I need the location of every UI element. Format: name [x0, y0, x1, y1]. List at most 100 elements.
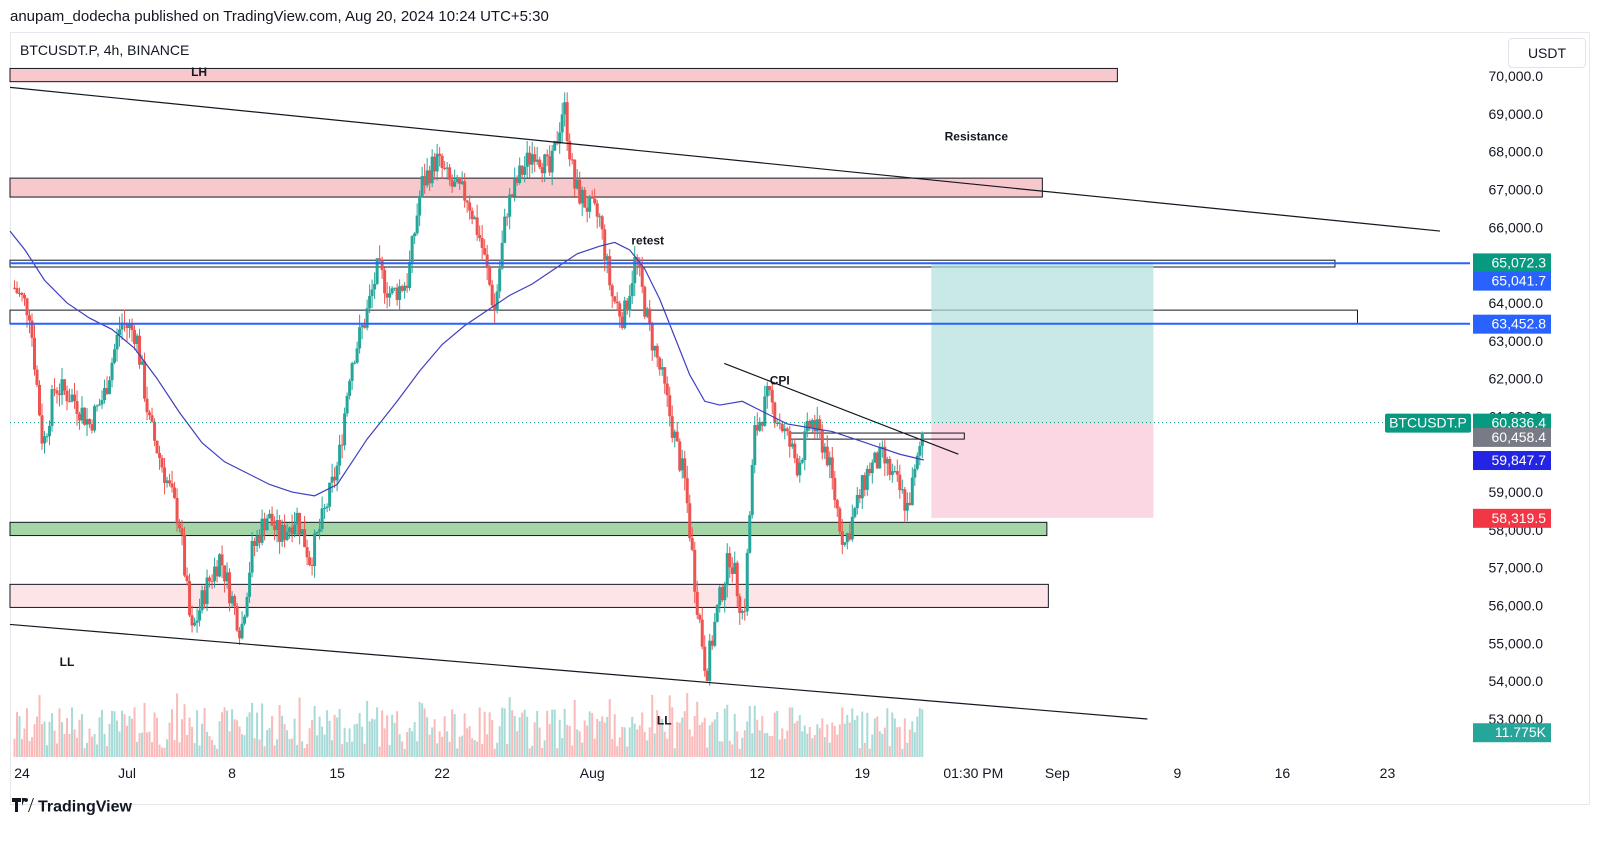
candle[interactable] [165, 480, 169, 484]
candle[interactable] [608, 256, 612, 286]
candle[interactable] [375, 258, 379, 284]
candle[interactable] [490, 284, 494, 306]
candle[interactable] [668, 395, 672, 417]
candle[interactable] [715, 605, 719, 622]
candle[interactable] [815, 419, 819, 432]
candle[interactable] [100, 400, 104, 405]
candle[interactable] [695, 591, 699, 615]
candle[interactable] [378, 258, 382, 261]
candle[interactable] [680, 458, 684, 471]
candle[interactable] [658, 357, 662, 370]
candle[interactable] [440, 155, 444, 169]
candle[interactable] [290, 527, 294, 535]
candle[interactable] [678, 441, 682, 471]
price-tag-6[interactable] [1473, 508, 1551, 528]
candle[interactable] [798, 462, 802, 476]
candle[interactable] [918, 445, 922, 456]
candle[interactable] [380, 260, 384, 271]
candle[interactable] [163, 467, 167, 484]
candle[interactable] [38, 384, 42, 416]
candle[interactable] [550, 150, 554, 173]
candle[interactable] [525, 152, 529, 167]
candle[interactable] [460, 181, 464, 184]
candle[interactable] [458, 177, 462, 184]
candle[interactable] [515, 178, 519, 183]
candle[interactable] [315, 531, 319, 534]
trend-line-2[interactable] [724, 362, 959, 455]
candle[interactable] [508, 194, 512, 217]
candle[interactable] [920, 432, 924, 446]
candle[interactable] [860, 475, 864, 499]
candle[interactable] [278, 520, 282, 542]
candle[interactable] [795, 458, 799, 476]
candle[interactable] [578, 179, 582, 204]
candle[interactable] [800, 460, 804, 463]
candle[interactable] [813, 420, 817, 432]
candle[interactable] [570, 159, 574, 161]
candle[interactable] [645, 308, 649, 317]
candle[interactable] [470, 210, 474, 220]
candle[interactable] [340, 444, 344, 446]
candle[interactable] [88, 418, 92, 425]
candle[interactable] [808, 420, 812, 428]
candle[interactable] [818, 419, 822, 431]
candle[interactable] [778, 422, 782, 424]
candle[interactable] [850, 516, 854, 540]
candle[interactable] [730, 567, 734, 574]
candle[interactable] [763, 396, 767, 426]
price-tag-0[interactable] [1473, 253, 1551, 273]
candle[interactable] [448, 167, 452, 180]
candle[interactable] [750, 464, 754, 516]
candle[interactable] [865, 468, 869, 490]
candle[interactable] [453, 181, 457, 187]
candle[interactable] [755, 425, 759, 431]
candle[interactable] [190, 615, 194, 626]
candle[interactable] [60, 379, 64, 396]
candle[interactable] [833, 478, 837, 501]
candle[interactable] [690, 538, 694, 550]
candle[interactable] [105, 387, 109, 395]
candle[interactable] [663, 367, 667, 384]
candle[interactable] [710, 640, 714, 646]
candle[interactable] [103, 387, 107, 401]
candle[interactable] [698, 614, 702, 620]
candle[interactable] [140, 361, 144, 365]
candle[interactable] [540, 167, 544, 174]
candle[interactable] [533, 154, 537, 162]
candle[interactable] [298, 512, 302, 535]
candle[interactable] [445, 167, 449, 169]
candle[interactable] [245, 596, 249, 617]
candle[interactable] [843, 542, 847, 545]
candle[interactable] [18, 293, 22, 295]
zone-demand-4[interactable] [9, 521, 1048, 537]
candle[interactable] [28, 315, 32, 321]
candle[interactable] [503, 216, 507, 243]
candle[interactable] [353, 362, 357, 364]
candle[interactable] [50, 389, 54, 426]
candle[interactable] [563, 102, 567, 115]
candle[interactable] [45, 436, 49, 438]
candle[interactable] [333, 476, 337, 481]
candle[interactable] [193, 622, 197, 626]
candle[interactable] [65, 390, 69, 402]
candle[interactable] [615, 301, 619, 304]
candle[interactable] [793, 443, 797, 459]
candle[interactable] [78, 413, 82, 421]
candle[interactable] [370, 289, 374, 297]
candle[interactable] [305, 547, 309, 558]
moving-average-line[interactable] [9, 230, 924, 497]
candle[interactable] [513, 178, 517, 197]
price-tag-5[interactable] [1473, 451, 1551, 471]
candle[interactable] [330, 476, 334, 483]
candle[interactable] [265, 518, 269, 531]
candle[interactable] [618, 303, 622, 317]
candle[interactable] [235, 606, 239, 631]
zone-line-3[interactable] [9, 309, 1358, 325]
candle[interactable] [558, 132, 562, 144]
tradingview-logo[interactable]: TradingView [12, 798, 132, 817]
candle[interactable] [465, 200, 469, 203]
candle[interactable] [413, 233, 417, 237]
candle[interactable] [883, 446, 887, 464]
candle[interactable] [135, 335, 139, 344]
